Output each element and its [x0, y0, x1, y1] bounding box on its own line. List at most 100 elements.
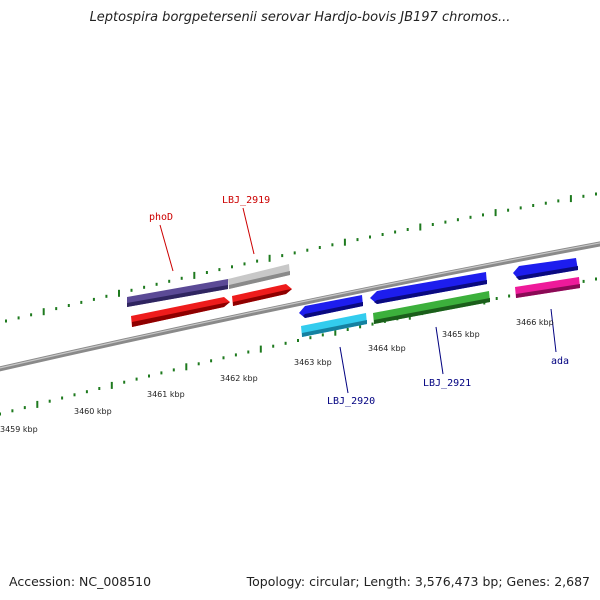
tick-major	[36, 400, 39, 408]
tick-minor	[11, 409, 14, 413]
backbone-highlight	[0, 242, 600, 369]
tick-minor	[30, 313, 33, 317]
gene-ada[interactable]	[515, 277, 580, 298]
scale-label-3459: 3459 kbp	[0, 425, 38, 434]
tick-minor	[61, 396, 64, 400]
scale-label-3460: 3460 kbp	[74, 407, 112, 416]
gene-LBJ_2921[interactable]	[373, 291, 490, 324]
tick-minor	[394, 230, 397, 234]
gene-blue-2[interactable]	[370, 272, 487, 304]
tick-minor	[582, 279, 585, 283]
label-line-ada	[550, 308, 557, 353]
tick-major	[42, 308, 45, 316]
scale-label-3462: 3462 kbp	[220, 374, 258, 383]
label-line-phoD	[159, 224, 174, 272]
tick-major	[569, 195, 572, 203]
tick-minor	[135, 377, 138, 381]
tick-row-upper	[5, 192, 597, 323]
tick-minor	[80, 300, 83, 304]
tick-minor	[293, 251, 296, 255]
tick-minor	[321, 333, 324, 337]
tick-minor	[155, 282, 158, 286]
gene-red-1[interactable]	[131, 297, 230, 327]
tick-minor	[507, 208, 510, 212]
tick-minor	[168, 279, 171, 283]
genome-summary-text: Topology: circular; Length: 3,576,473 bp…	[246, 574, 590, 589]
tick-major	[118, 289, 120, 297]
tick-minor	[17, 316, 20, 320]
scale-label-3463: 3463 kbp	[294, 358, 332, 367]
tick-minor	[318, 246, 321, 249]
map-title: Leptospira borgpetersenii serovar Hardjo…	[89, 10, 511, 25]
tick-minor	[346, 328, 349, 331]
tick-minor	[55, 307, 58, 311]
tick-minor	[210, 359, 213, 363]
tick-major	[110, 381, 113, 389]
tick-minor	[48, 399, 51, 403]
accession-text: Accession: NC_008510	[9, 574, 152, 589]
gene-phoD[interactable]	[127, 279, 228, 307]
tick-minor	[130, 288, 133, 292]
tick-minor	[532, 204, 535, 207]
tick-minor	[180, 276, 183, 280]
tick-minor	[331, 243, 334, 247]
gene-label-phoD: phoD	[149, 212, 173, 223]
gene-grey[interactable]	[228, 264, 290, 289]
tick-major	[193, 271, 196, 279]
tick-minor	[595, 192, 597, 196]
tick-minor	[469, 215, 472, 219]
scale-label-3466: 3466 kbp	[516, 318, 554, 327]
label-line-LBJ_2921	[435, 326, 444, 375]
gene-blue-3[interactable]	[513, 258, 578, 280]
gene-label-LBJ_2920: LBJ_2920	[327, 396, 375, 407]
tick-minor	[0, 412, 1, 416]
gene-cyan[interactable]	[301, 313, 367, 337]
tick-minor	[222, 356, 225, 360]
gene-LBJ_2920[interactable]	[299, 295, 363, 318]
tick-minor	[356, 238, 359, 242]
tick-minor	[218, 268, 221, 272]
tick-minor	[92, 297, 95, 301]
tick-major	[259, 345, 262, 353]
tick-minor	[67, 304, 70, 307]
tick-minor	[73, 393, 76, 397]
scale-label-3464: 3464 kbp	[368, 344, 406, 353]
tick-minor	[444, 220, 447, 224]
tick-major	[268, 254, 271, 262]
tick-minor	[247, 350, 250, 354]
tick-minor	[519, 206, 522, 210]
tick-minor	[105, 294, 108, 298]
tick-minor	[205, 271, 208, 274]
gene-label-ada: ada	[551, 356, 569, 367]
backbone-line	[0, 241, 600, 372]
tick-minor	[595, 277, 597, 281]
scale-label-3465: 3465 kbp	[442, 330, 480, 339]
tick-minor	[431, 223, 434, 226]
tick-minor	[557, 199, 560, 203]
label-line-LBJ_2920	[339, 346, 349, 394]
tick-minor	[359, 325, 362, 329]
gene-label-LBJ_2919: LBJ_2919	[222, 195, 270, 206]
tick-minor	[482, 213, 484, 217]
tick-minor	[234, 353, 237, 357]
tick-minor	[197, 362, 200, 366]
tick-minor	[172, 368, 175, 372]
tick-minor	[143, 285, 146, 289]
tick-minor	[456, 218, 459, 222]
tick-major	[494, 209, 497, 217]
tick-minor	[371, 322, 374, 326]
tick-minor	[406, 228, 409, 231]
tick-minor	[281, 254, 284, 258]
gene-label-LBJ_2921: LBJ_2921	[423, 378, 471, 389]
tick-minor	[243, 262, 246, 266]
tick-minor	[256, 259, 259, 263]
gene-LBJ_2919[interactable]	[232, 284, 292, 306]
tick-minor	[5, 319, 7, 323]
tick-minor	[148, 374, 150, 378]
tick-minor	[508, 294, 511, 298]
tick-minor	[272, 344, 275, 348]
tick-major	[419, 223, 422, 231]
tick-minor	[231, 265, 233, 269]
tick-major	[343, 238, 346, 246]
tick-major	[185, 363, 188, 371]
